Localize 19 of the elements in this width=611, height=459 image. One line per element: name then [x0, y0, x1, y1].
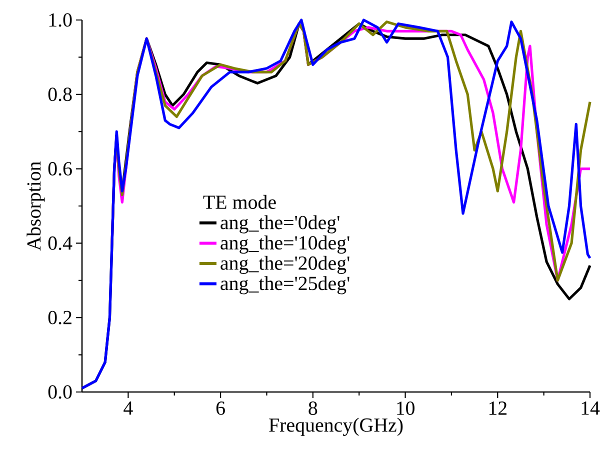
x-tick-label: 10	[397, 402, 414, 415]
x-tick-label: 8	[308, 402, 318, 415]
x-tick-label: 4	[124, 402, 133, 415]
x-tick-label: 6	[216, 402, 225, 415]
y-tick-label: 0.4	[48, 236, 72, 250]
x-tick-label: 14	[582, 401, 600, 415]
y-tick-label: 1.0	[49, 13, 72, 27]
legend-label: ang_the='10deg'	[220, 236, 350, 254]
y-tick-label: 0.2	[48, 310, 72, 324]
legend-label: ang_the='20deg'	[220, 256, 350, 274]
y-tick-label: 0.8	[48, 88, 72, 102]
legend-label: ang_the='25deg'	[220, 276, 350, 294]
y-tick-label: 0.6	[48, 162, 72, 176]
y-tick-label: 0.0	[48, 385, 72, 399]
legend-title: TE mode	[203, 194, 276, 209]
x-axis-title: Frequency(GHz)	[269, 418, 403, 436]
y-axis-title: Absorption	[26, 161, 45, 251]
x-tick-label: 12	[489, 402, 506, 415]
legend-label: ang_the='0deg'	[220, 215, 340, 234]
